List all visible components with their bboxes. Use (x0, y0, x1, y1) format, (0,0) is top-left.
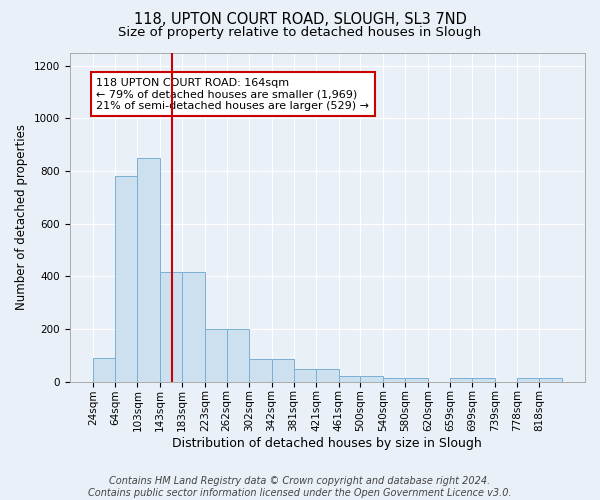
Bar (293, 368, 316, 382)
Bar (160, 272, 182, 382)
Bar (361, 376, 383, 382)
Bar (316, 368, 338, 382)
Bar (406, 378, 428, 382)
Bar (472, 378, 495, 382)
Bar (249, 360, 272, 382)
Bar (205, 329, 227, 382)
Bar (539, 378, 562, 382)
Y-axis label: Number of detached properties: Number of detached properties (15, 124, 28, 310)
Bar (450, 378, 472, 382)
Text: Size of property relative to detached houses in Slough: Size of property relative to detached ho… (118, 26, 482, 39)
Bar (517, 378, 539, 382)
Bar (227, 329, 249, 382)
Bar (93, 358, 115, 382)
Bar (272, 360, 293, 382)
Text: 118, UPTON COURT ROAD, SLOUGH, SL3 7ND: 118, UPTON COURT ROAD, SLOUGH, SL3 7ND (134, 12, 466, 28)
Bar (115, 176, 137, 382)
X-axis label: Distribution of detached houses by size in Slough: Distribution of detached houses by size … (172, 437, 482, 450)
Bar (182, 272, 205, 382)
Bar (137, 158, 160, 382)
Text: 118 UPTON COURT ROAD: 164sqm
← 79% of detached houses are smaller (1,969)
21% of: 118 UPTON COURT ROAD: 164sqm ← 79% of de… (97, 78, 370, 110)
Text: Contains HM Land Registry data © Crown copyright and database right 2024.
Contai: Contains HM Land Registry data © Crown c… (88, 476, 512, 498)
Bar (338, 376, 361, 382)
Bar (383, 378, 406, 382)
